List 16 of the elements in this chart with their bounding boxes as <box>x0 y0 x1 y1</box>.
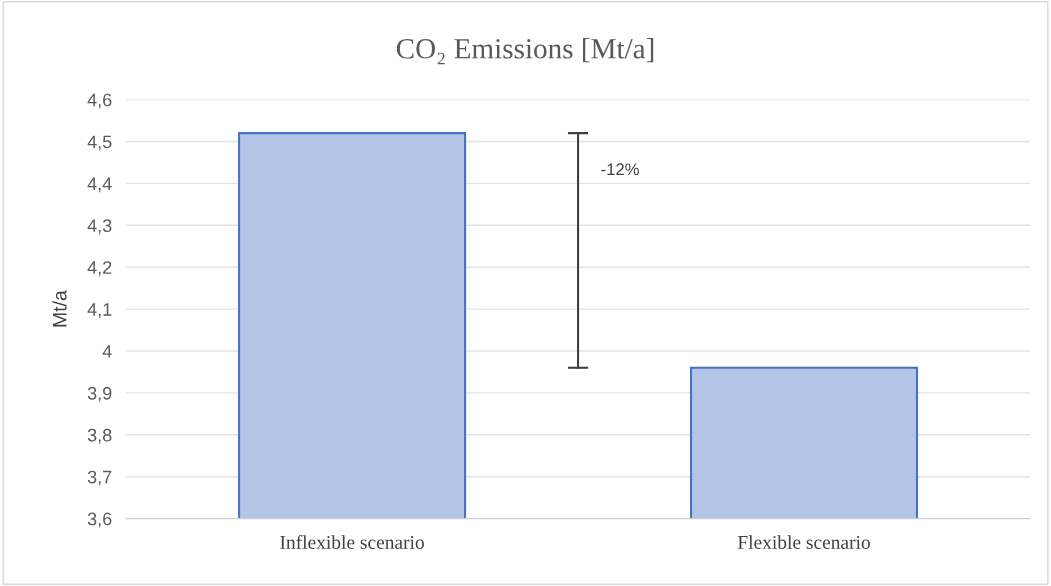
y-tick-label: 4,5 <box>87 135 112 151</box>
y-tick-label: 4,6 <box>87 93 112 109</box>
x-tick-label: Inflexible scenario <box>280 535 424 549</box>
chart-title: CO₂ Emissions [Mt/a] <box>396 38 654 65</box>
y-tick-label: 4,1 <box>87 303 112 318</box>
y-tick-label: 3,9 <box>87 386 112 402</box>
x-tick-label: Flexible scenario <box>737 535 870 549</box>
y-tick-label: 3,7 <box>87 470 112 486</box>
y-tick-label: 4,2 <box>87 261 112 277</box>
y-axis-title: Mt/a <box>52 290 67 327</box>
y-tick-label: 4,3 <box>87 219 112 235</box>
annotation: -12% <box>601 163 639 176</box>
y-tick-label: 4 <box>102 345 112 358</box>
y-tick-label: 3,6 <box>87 512 112 528</box>
y-tick-label: 4,4 <box>87 177 112 193</box>
y-tick-label: 3,8 <box>87 428 112 444</box>
